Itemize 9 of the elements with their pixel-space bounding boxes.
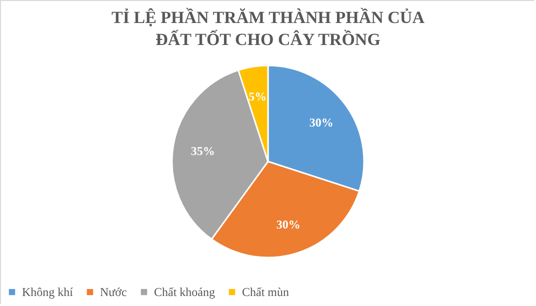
chart-title: TỈ LỆ PHẦN TRĂM THÀNH PHẦN CỦA ĐẤT TỐT CHO CÂY TRỒNG — [112, 7, 426, 49]
data-label: 30% — [309, 116, 334, 130]
data-label: 30% — [276, 217, 300, 232]
legend-label: Nước — [100, 285, 127, 300]
legend-label: Không khí — [22, 285, 74, 300]
legend-label: Chất mùn — [242, 285, 289, 300]
data-label: 35% — [190, 144, 215, 158]
data-label: 5% — [248, 89, 267, 104]
legend-label: Chất khoáng — [154, 285, 215, 300]
